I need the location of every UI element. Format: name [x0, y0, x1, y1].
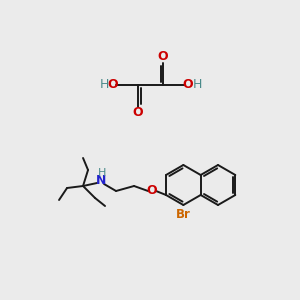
- Text: O: O: [133, 106, 143, 119]
- Text: O: O: [147, 184, 158, 197]
- Text: N: N: [96, 175, 106, 188]
- Text: O: O: [108, 79, 118, 92]
- Text: H: H: [192, 79, 202, 92]
- Text: H: H: [99, 79, 109, 92]
- Text: O: O: [158, 50, 168, 64]
- Text: O: O: [183, 79, 193, 92]
- Text: H: H: [98, 168, 106, 178]
- Text: Br: Br: [176, 208, 191, 220]
